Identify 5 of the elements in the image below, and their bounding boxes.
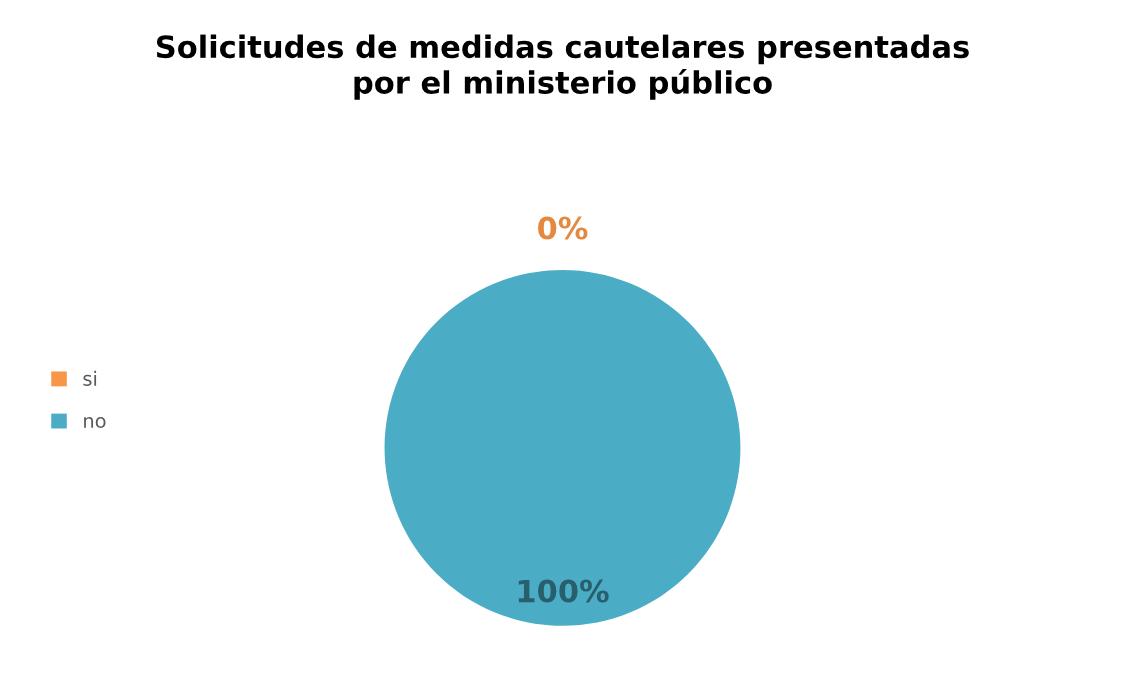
data-label: 100%	[518, 579, 609, 603]
chart-title: Solicitudes de medidas cautelares presentadas por el ministerio público	[156, 34, 969, 100]
text: 0%	[538, 216, 588, 240]
legend-label: no	[84, 416, 106, 429]
legend-label: si	[83, 370, 97, 386]
